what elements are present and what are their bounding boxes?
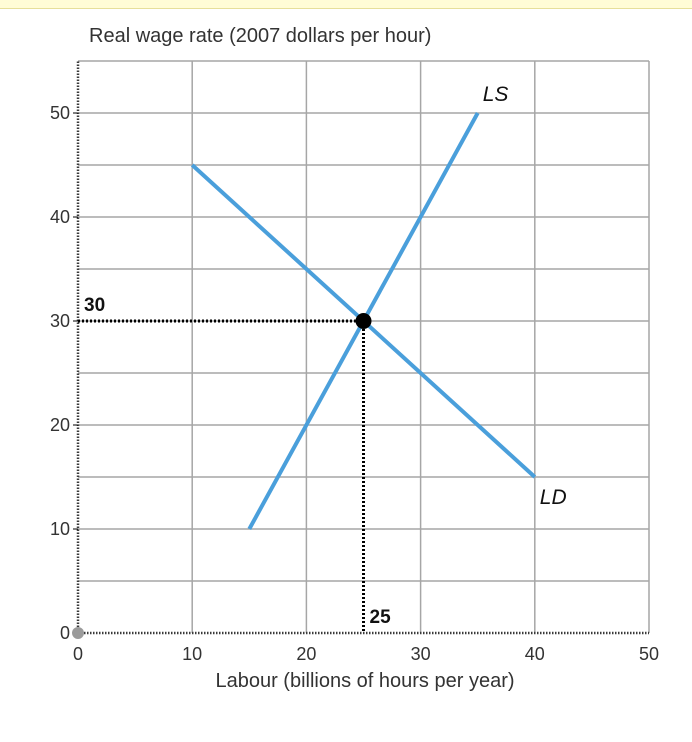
x-tick-label: 0 xyxy=(73,644,83,664)
y-axis-label: Real wage rate (2007 dollars per hour) xyxy=(89,25,432,47)
y-tick-label: 30 xyxy=(50,311,70,331)
x-tick-label: 30 xyxy=(411,644,431,664)
y-tick-label: 0 xyxy=(60,623,70,643)
x-axis-label: Labour (billions of hours per year) xyxy=(215,670,515,692)
equilibrium-labour-label: 25 xyxy=(370,607,392,628)
x-tick-label: 40 xyxy=(525,644,545,664)
equilibrium-point xyxy=(355,313,372,329)
x-tick-label: 50 xyxy=(639,644,659,664)
y-tick-label: 10 xyxy=(50,519,70,539)
ld-curve-label: LD xyxy=(540,486,567,509)
top-band xyxy=(0,0,692,9)
y-tick-label: 20 xyxy=(50,415,70,435)
y-tick-label: 50 xyxy=(50,103,70,123)
x-tick-label: 10 xyxy=(182,644,202,664)
y-tick-label: 40 xyxy=(50,207,70,227)
equilibrium-wage-label: 30 xyxy=(84,295,105,316)
ls-curve-label: LS xyxy=(483,83,509,106)
x-tick-label: 20 xyxy=(296,644,316,664)
origin-marker xyxy=(72,627,84,639)
